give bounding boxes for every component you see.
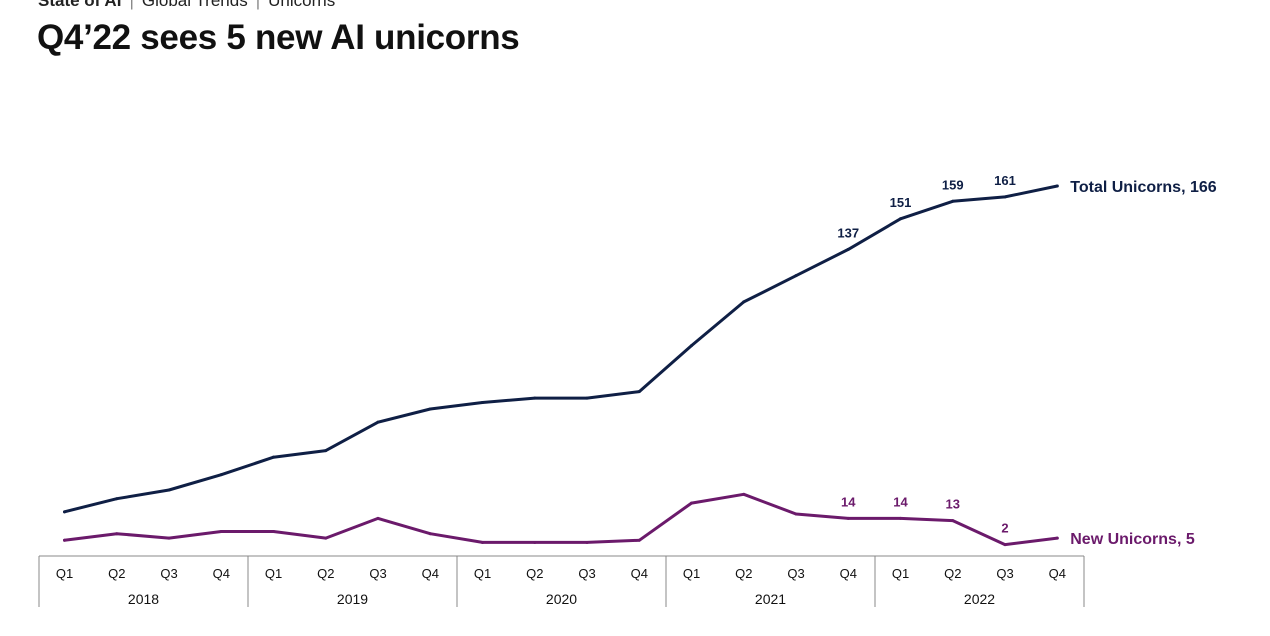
- new-unicorns-point: [690, 501, 693, 505]
- new-unicorns-point: [481, 540, 484, 544]
- new-unicorns-line: [63, 492, 1059, 547]
- new-unicorns-point: [951, 519, 955, 523]
- new-unicorns-point: [63, 538, 66, 542]
- new-unicorns-point: [376, 516, 380, 520]
- new-unicorns-point: [585, 540, 589, 544]
- new-unicorns-point: [428, 532, 432, 536]
- new-unicorns-point: [742, 492, 746, 496]
- total-unicorns-point: [533, 396, 537, 400]
- total-unicorns-point: [481, 400, 484, 404]
- data-label: 159: [942, 177, 964, 192]
- total-unicorns-point: [794, 274, 798, 278]
- x-tick-label: Q3: [369, 566, 386, 581]
- x-tick-label: Q1: [892, 566, 909, 581]
- new-unicorns-point: [219, 530, 223, 534]
- new-unicorns-point: [846, 516, 850, 520]
- breadcrumb-separator: |: [255, 0, 261, 10]
- total-unicorns-point: [63, 510, 66, 514]
- new-unicorns-point: [167, 536, 171, 540]
- x-tick-label: Q3: [787, 566, 804, 581]
- new-unicorns-point: [533, 540, 537, 544]
- x-tick-label: Q3: [578, 566, 595, 581]
- x-year-label: 2020: [546, 591, 577, 607]
- data-label: 161: [994, 173, 1016, 188]
- x-year-label: 2022: [964, 591, 995, 607]
- total-unicorns-point: [324, 449, 328, 453]
- x-tick-label: Q2: [108, 566, 125, 581]
- total-unicorns-point: [272, 455, 275, 459]
- total-unicorns-point: [428, 407, 432, 411]
- total-unicorns-point: [585, 396, 589, 400]
- x-year-label: 2019: [337, 591, 368, 607]
- x-year-label: 2021: [755, 591, 786, 607]
- data-label: 14: [841, 494, 856, 509]
- new-unicorns-point: [272, 530, 275, 534]
- total-unicorns-point: [637, 390, 641, 394]
- data-label: 137: [837, 225, 859, 240]
- x-tick-label: Q1: [56, 566, 73, 581]
- x-tick-label: Q4: [631, 566, 648, 581]
- data-label: 13: [946, 497, 960, 512]
- new-unicorns-end-label: New Unicorns, 5: [1070, 531, 1195, 548]
- total-unicorns-point: [219, 473, 223, 477]
- x-tick-label: Q1: [265, 566, 282, 581]
- x-tick-label: Q2: [944, 566, 961, 581]
- data-label: 2: [1001, 521, 1008, 536]
- breadcrumb: State of AI | Global Trends | Unicorns: [38, 0, 335, 11]
- x-tick-label: Q1: [474, 566, 491, 581]
- total-unicorns-point: [1055, 184, 1059, 188]
- new-unicorns-point: [899, 516, 902, 520]
- total-unicorns-point: [690, 344, 693, 348]
- x-tick-label: Q2: [317, 566, 334, 581]
- x-tick-label: Q3: [160, 566, 177, 581]
- total-unicorns-point: [376, 420, 380, 424]
- new-unicorns-point: [324, 536, 328, 540]
- total-unicorns-point: [951, 199, 955, 203]
- x-tick-label: Q4: [422, 566, 439, 581]
- x-tick-label: Q2: [526, 566, 543, 581]
- x-tick-label: Q2: [735, 566, 752, 581]
- breadcrumb-item[interactable]: Global Trends: [141, 0, 248, 10]
- breadcrumb-separator: |: [129, 0, 134, 10]
- x-tick-label: Q3: [996, 566, 1013, 581]
- new-unicorns-point: [794, 512, 798, 516]
- total-unicorns-point: [167, 488, 171, 492]
- breadcrumb-item[interactable]: Unicorns: [268, 0, 336, 10]
- page-title: Q4’22 sees 5 new AI unicorns: [37, 18, 520, 57]
- data-label: 151: [890, 195, 912, 210]
- breadcrumb-item[interactable]: State of AI: [38, 0, 122, 10]
- new-unicorns-point: [637, 538, 641, 542]
- x-tick-label: Q4: [1049, 566, 1066, 581]
- total-unicorns-point: [115, 497, 119, 501]
- data-label: 14: [893, 494, 908, 509]
- total-unicorns-end-label: Total Unicorns, 166: [1070, 179, 1217, 196]
- x-tick-label: Q4: [840, 566, 857, 581]
- total-unicorns-line: [63, 184, 1059, 514]
- total-unicorns-point: [899, 217, 902, 221]
- total-unicorns-point: [742, 300, 746, 304]
- new-unicorns-point: [115, 532, 119, 536]
- total-unicorns-point: [1003, 195, 1007, 199]
- x-tick-label: Q4: [213, 566, 230, 581]
- new-unicorns-point: [1003, 543, 1007, 547]
- total-unicorns-point: [846, 247, 850, 251]
- x-tick-label: Q1: [683, 566, 700, 581]
- x-year-label: 2018: [128, 591, 159, 607]
- new-unicorns-point: [1055, 536, 1059, 540]
